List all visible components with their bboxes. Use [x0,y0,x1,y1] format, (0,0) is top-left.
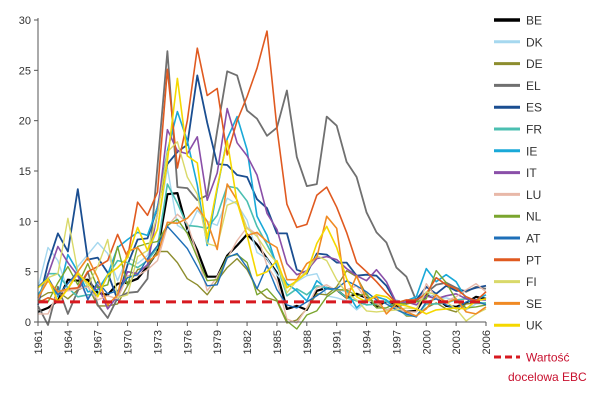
legend-label-at: AT [526,232,541,246]
legend-label-be: BE [526,14,542,28]
x-tick-label: 1970 [123,330,135,354]
series-line-ie [37,110,487,311]
x-tick-label: 1967 [93,330,105,354]
y-tick-label: 25 [19,65,31,77]
x-tick-label: 1973 [152,330,164,354]
legend-label-lu: LU [526,188,541,202]
y-tick-label: 20 [19,116,31,128]
series-line-el [37,50,487,326]
x-tick-label: 1976 [182,330,194,354]
series-line-uk [37,77,487,315]
y-tick-label: 15 [19,166,31,178]
legend-label-target-2: docelowa EBC [508,370,587,384]
series-layer [37,30,487,330]
legend-label-nl: NL [526,210,542,224]
series-line-at [37,225,487,318]
y-tick-label: 10 [19,216,31,228]
legend-label-target-1: Wartość [526,351,570,365]
series-line-pt [37,30,487,304]
y-tick-label: 5 [25,267,31,279]
legend-label-se: SE [526,297,542,311]
x-tick-label: 2003 [451,330,463,354]
x-tick-label: 1985 [272,330,284,354]
legend-label-pt: PT [526,253,542,267]
x-tick-label: 2006 [481,330,493,354]
x-tick-label: 1988 [302,330,314,354]
legend-label-es: ES [526,101,542,115]
legend-label-dk: DK [526,35,543,49]
legend-label-uk: UK [526,319,543,333]
x-tick-label: 1997 [391,330,403,354]
x-tick-label: 2000 [421,330,433,354]
x-tick-label: 1961 [33,330,45,354]
legend-label-fr: FR [526,123,542,137]
legend-label-it: IT [526,166,537,180]
series-line-es [37,74,487,306]
legend-label-de: DE [526,57,543,71]
x-tick-label: 1964 [63,330,75,354]
legend-label-ie: IE [526,144,537,158]
y-tick-label: 0 [25,317,31,329]
series-line-fi [37,141,487,322]
legend-label-el: EL [526,79,541,93]
series-line-se [37,183,487,317]
x-tick-label: 1982 [242,330,254,354]
x-tick-label: 1994 [362,330,374,354]
axes-layer: 0 5 10 15 20 25 30 1961 1964 1967 1970 1973 1976 1979… [19,15,493,354]
legend: BE DK DE EL ES FR IE IT LU NL AT PT FI SE UK Wartość doc… [494,14,587,384]
y-tick-label: 30 [19,15,31,27]
legend-label-fi: FI [526,275,537,289]
series-line-lu [38,213,487,324]
x-tick-label: 1991 [332,330,344,354]
x-tick-label: 1979 [212,330,224,354]
